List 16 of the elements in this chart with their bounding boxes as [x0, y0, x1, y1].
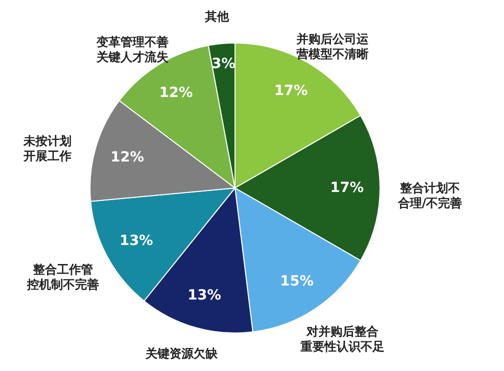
slice-label: 对并购后整合重要性认识不足 [300, 324, 385, 354]
slice-label: 整合计划不合理/不完善 [396, 181, 462, 210]
slice-label: 其他 [204, 10, 230, 24]
data-label: 3% [212, 56, 236, 72]
data-label: 12% [110, 149, 144, 166]
slice-label: 未按计划开展工作 [22, 134, 72, 163]
data-label: 13% [188, 288, 222, 304]
data-label: 17% [274, 83, 308, 100]
data-label: 15% [280, 273, 314, 290]
data-label: 13% [120, 232, 154, 249]
slice-label: 关键资源欠缺 [144, 346, 219, 360]
data-label: 12% [159, 84, 193, 101]
data-label: 17% [330, 180, 364, 196]
slice-label: 变革管理不善关键人才流失 [95, 34, 170, 64]
slice-label: 并购后公司运营模型不清晰 [296, 32, 370, 62]
slice-label: 整合工作管控机制不完善 [26, 262, 100, 292]
